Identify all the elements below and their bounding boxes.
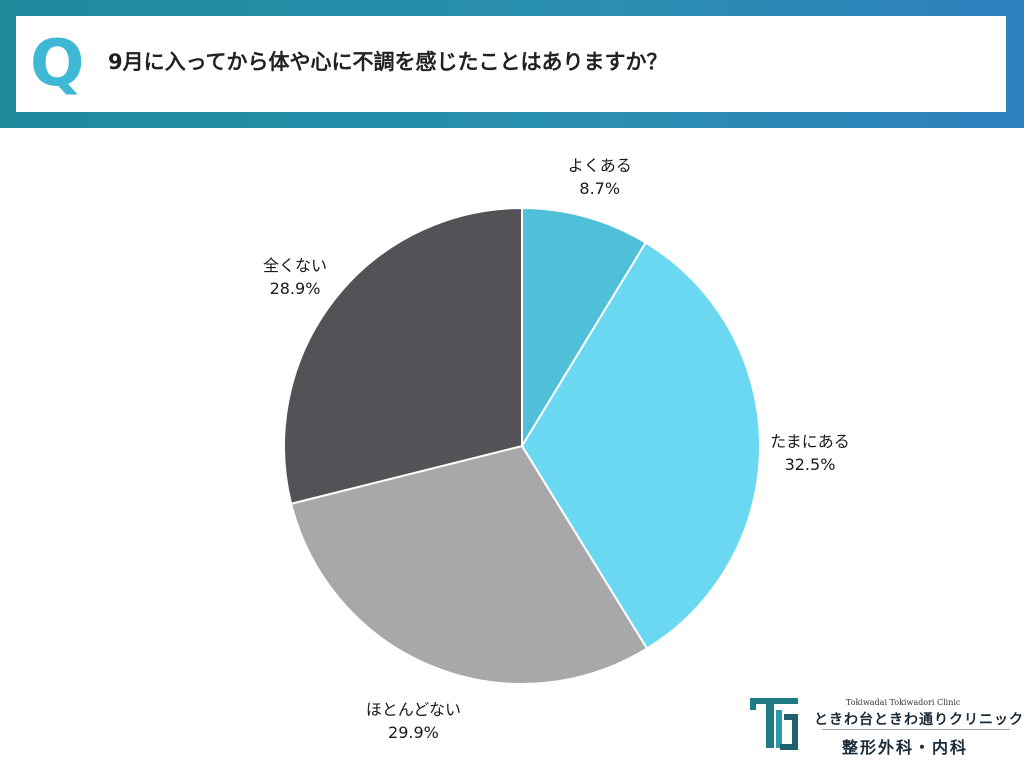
question-box: Q 9月に入ってから体や心に不調を感じたことはありますか？ [16,16,1006,112]
pie-slice-3 [289,444,649,685]
slice-label-2: たまにある 32.5% [770,430,850,476]
clinic-logo: Tokiwadai Tokiwadori Clinic ときわ台ときわ通りクリニ… [746,692,1023,762]
clinic-logo-mark-icon [750,698,798,750]
slice-category-label: たまにある [770,432,850,452]
pie-chart [283,206,761,685]
slice-label-4: 全くない 28.9% [263,254,327,300]
slice-value-label: 8.7% [579,178,621,198]
slice-value-label: 32.5% [784,455,836,475]
slice-category-label: よくある [567,155,632,175]
pie-slice-1 [521,206,648,450]
clinic-name: ときわ台ときわ通りクリニック [814,712,1024,728]
slice-category-label: 全くない [262,255,327,275]
logo-divider [822,729,1010,730]
slice-label-1: よくある 8.7% [568,154,632,200]
pie-slice-4 [283,206,523,505]
clinic-subtitle: Tokiwadai Tokiwadori Clinic [846,698,961,707]
question-title: 9月に入ってから体や心に不調を感じたことはありますか？ [108,50,668,74]
slice-value-label: 29.9% [388,722,439,742]
slice-value-label: 28.9% [269,278,321,298]
clinic-departments: 整形外科・内科 [842,738,969,757]
slice-category-label: ほとんどない [365,699,462,719]
slice-label-3: ほとんどない 29.9% [366,698,461,744]
q-icon: Q [30,27,85,101]
pie-slice-2 [520,241,761,650]
